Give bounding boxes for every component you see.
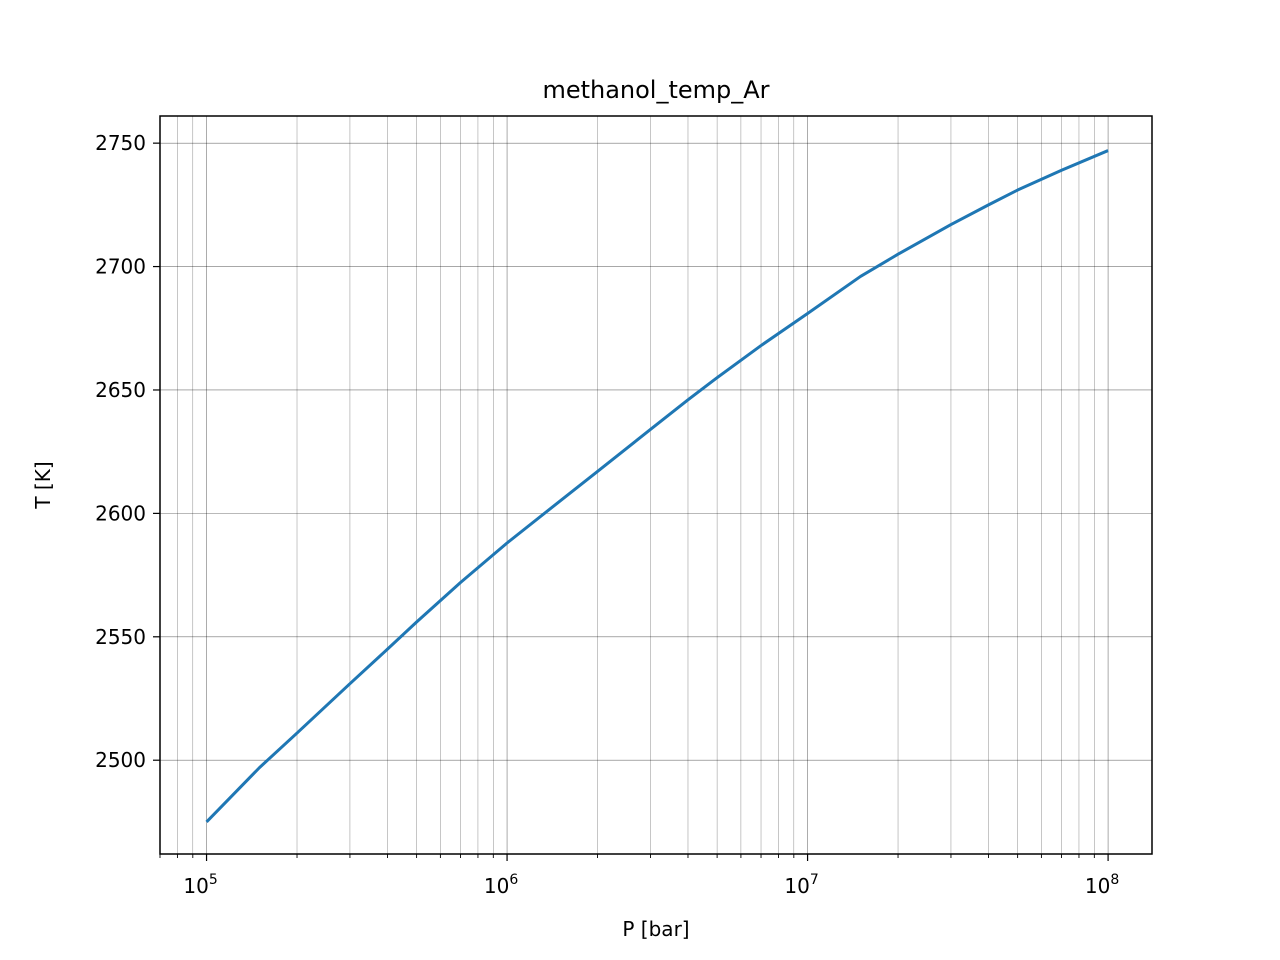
x-tick-label-base: 10 <box>784 874 809 898</box>
x-tick-label-base: 10 <box>484 874 509 898</box>
chart-title: methanol_temp_Ar <box>542 76 769 104</box>
x-tick-label: 108 <box>1085 872 1119 898</box>
y-tick-label: 2500 <box>95 748 146 772</box>
x-axis-label: P [bar] <box>622 917 689 941</box>
x-tick-label: 106 <box>484 872 518 898</box>
y-axis-label: T [K] <box>31 461 55 509</box>
x-tick-label: 107 <box>784 872 818 898</box>
x-tick-label: 105 <box>183 872 217 898</box>
y-tick-label: 2750 <box>95 131 146 155</box>
y-tick-label: 2550 <box>95 625 146 649</box>
y-tick-label: 2700 <box>95 255 146 279</box>
x-tick-label-base: 10 <box>183 874 208 898</box>
x-tick-label-exponent: 8 <box>1110 872 1119 888</box>
series-line <box>205 149 1109 823</box>
x-tick-label-exponent: 6 <box>509 872 518 888</box>
x-tick-label-base: 10 <box>1085 874 1110 898</box>
x-tick-label-exponent: 7 <box>810 872 819 888</box>
y-tick-label: 2600 <box>95 501 146 525</box>
y-tick-label: 2650 <box>95 378 146 402</box>
series-layer <box>205 149 1109 823</box>
x-tick-label-exponent: 5 <box>209 872 218 888</box>
plot-frame <box>159 115 1153 855</box>
grid <box>159 116 1152 854</box>
